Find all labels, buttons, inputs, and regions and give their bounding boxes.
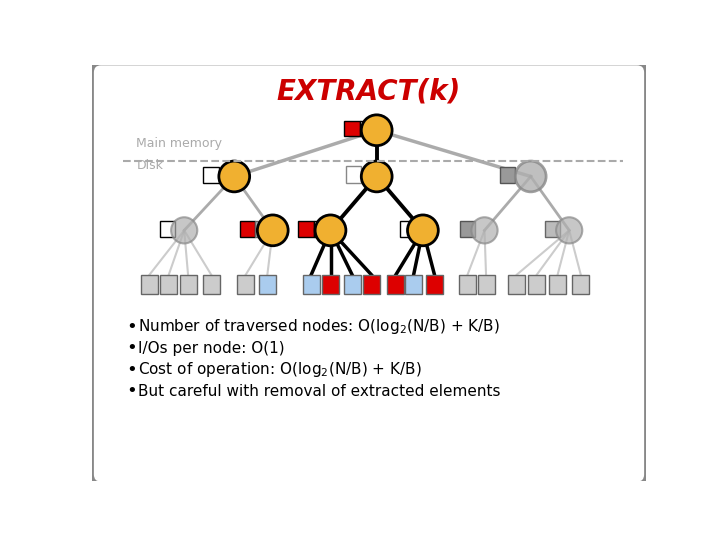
Bar (549, 275, 566, 294)
Circle shape (219, 161, 250, 192)
Bar (346, 166, 361, 184)
Bar (179, 275, 197, 294)
Circle shape (257, 215, 288, 246)
Circle shape (361, 161, 392, 192)
Circle shape (556, 217, 582, 244)
Bar (255, 221, 271, 237)
Text: Number of traversed nodes: O(log$_2$(N/B) + K/B): Number of traversed nodes: O(log$_2$(N/B… (138, 317, 500, 336)
Bar (298, 221, 314, 237)
Bar (544, 221, 560, 237)
Bar (360, 121, 375, 137)
Bar (460, 221, 475, 237)
Text: Disk: Disk (137, 159, 163, 172)
Bar (259, 275, 276, 294)
Bar (343, 275, 361, 294)
Text: I/Os per node: O(1): I/Os per node: O(1) (138, 341, 284, 356)
Bar (500, 167, 516, 183)
Circle shape (315, 215, 346, 246)
Bar (426, 275, 443, 294)
Bar (240, 221, 255, 237)
Bar (572, 275, 589, 294)
Circle shape (361, 115, 392, 146)
Bar (204, 167, 219, 183)
Text: Cost of operation: O(log$_2$(N/B) + K/B): Cost of operation: O(log$_2$(N/B) + K/B) (138, 360, 422, 379)
Bar (528, 275, 545, 294)
Circle shape (171, 217, 197, 244)
Text: •: • (127, 361, 138, 379)
Bar (400, 221, 415, 237)
Bar (477, 275, 495, 294)
Bar (508, 275, 526, 294)
Bar (238, 275, 254, 294)
Bar (405, 275, 422, 294)
Circle shape (408, 215, 438, 246)
Text: Main memory: Main memory (137, 137, 222, 150)
Bar (322, 275, 339, 294)
Text: •: • (127, 318, 138, 335)
Circle shape (516, 161, 546, 192)
Bar (363, 275, 379, 294)
Text: •: • (127, 339, 138, 357)
Bar (141, 275, 158, 294)
Bar (459, 275, 476, 294)
Bar (344, 121, 360, 137)
Bar (303, 275, 320, 294)
Text: EXTRACT(k): EXTRACT(k) (277, 78, 461, 106)
Text: But careful with removal of extracted elements: But careful with removal of extracted el… (138, 384, 500, 399)
Circle shape (472, 217, 498, 244)
Bar (203, 275, 220, 294)
Text: •: • (127, 382, 138, 400)
Bar (160, 221, 175, 237)
FancyBboxPatch shape (92, 63, 647, 484)
Bar (161, 275, 177, 294)
Bar (314, 221, 329, 237)
Bar (387, 275, 405, 294)
